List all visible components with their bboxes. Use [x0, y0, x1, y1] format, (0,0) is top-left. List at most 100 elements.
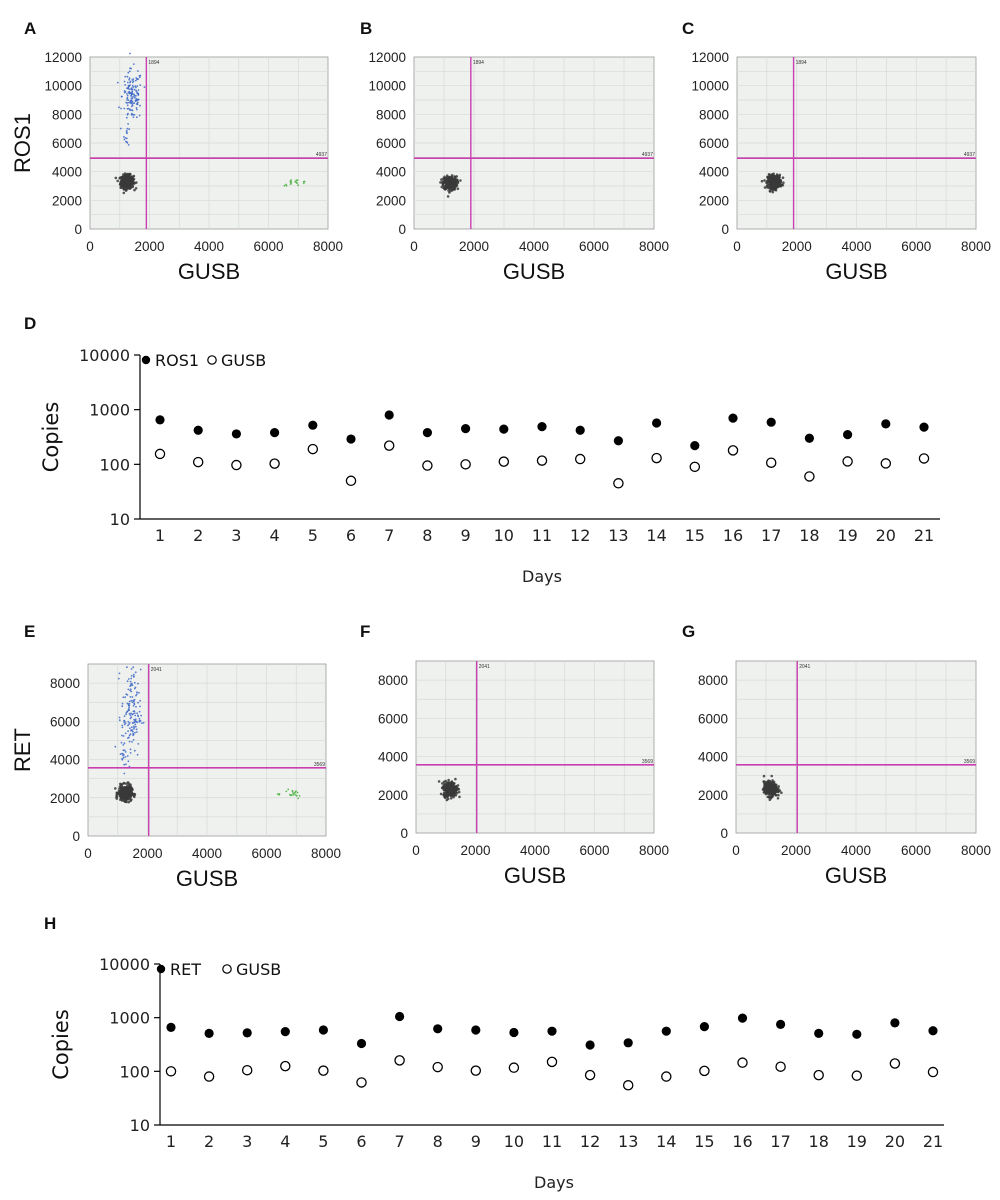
x-axis-label: GUSB	[503, 259, 565, 284]
droplet-target	[130, 668, 133, 670]
droplet-target	[137, 682, 139, 685]
droplet-negative	[778, 176, 781, 180]
droplet-negative	[458, 795, 461, 799]
droplet-target	[139, 84, 142, 86]
y-tick-label: 10000	[368, 79, 406, 94]
droplet-negative	[457, 787, 461, 791]
point-gusb	[851, 1070, 863, 1081]
droplet-negative	[453, 175, 456, 178]
y-tick-label: 2000	[52, 193, 82, 208]
droplet-target	[123, 138, 126, 141]
droplet-target	[127, 107, 130, 110]
droplet-negative	[775, 177, 778, 180]
droplet-negative	[451, 786, 455, 789]
droplet-target	[136, 103, 139, 106]
droplet-negative	[439, 181, 442, 184]
droplet-target	[130, 716, 133, 719]
point-ret	[814, 1028, 824, 1038]
droplet-target	[126, 104, 129, 107]
droplet-target	[133, 728, 135, 730]
point-ros1	[766, 417, 776, 427]
y-tick-label: 10000	[79, 346, 130, 365]
droplet-negative	[116, 791, 119, 795]
droplet-target	[137, 89, 140, 91]
y-tick-label: 0	[721, 222, 729, 237]
droplet-negative	[121, 186, 124, 189]
droplet-gusb	[283, 184, 286, 187]
droplet-negative	[118, 785, 122, 788]
point-gusb	[422, 460, 433, 471]
ddpcr-plot-f-ret: 2041 3569 0 2000 4000 6000 8000 0 2000 4000 6000 80…	[378, 660, 669, 888]
y-tick-label: 1000	[109, 1009, 150, 1028]
x-axis-label: GUSB	[825, 259, 887, 284]
droplet-negative	[771, 779, 774, 782]
droplet-target	[127, 112, 129, 115]
point-gusb	[918, 453, 930, 464]
droplet-target	[132, 78, 135, 80]
point-ret	[585, 1040, 595, 1050]
droplet-negative	[764, 791, 768, 795]
y-tick-label: 6000	[698, 711, 728, 726]
droplet-target	[133, 718, 136, 721]
droplet-negative	[442, 791, 446, 795]
droplet-target	[126, 666, 128, 669]
droplet-negative	[771, 180, 775, 184]
droplet-negative	[764, 788, 768, 792]
droplet-negative	[771, 794, 775, 797]
droplet-negative	[779, 185, 783, 188]
y-tick-label: 12000	[691, 50, 729, 65]
droplet-target	[139, 705, 141, 708]
point-ret	[661, 1026, 671, 1036]
y-tick-label: 10	[130, 1116, 150, 1135]
droplet-target	[130, 97, 133, 99]
droplet-negative	[445, 798, 449, 802]
point-ros1	[499, 424, 509, 434]
point-ros1	[575, 425, 585, 435]
droplet-negative	[437, 780, 441, 783]
droplet-negative	[453, 177, 457, 180]
droplet-target	[135, 90, 138, 93]
point-gusb	[842, 456, 853, 467]
y-tick-label: 12000	[44, 50, 82, 65]
droplet-target	[128, 77, 131, 80]
ddpcr-plot-e-ret: 2041 3569 0 2000 4000 6000 8000 0 2000 4000 6000 80…	[10, 663, 341, 891]
droplet-target	[126, 102, 129, 104]
x-tick-label: 6	[356, 1132, 366, 1151]
droplet-negative	[456, 178, 459, 182]
droplet-negative	[768, 177, 772, 181]
point-ret	[509, 1027, 519, 1038]
point-ros1	[384, 410, 394, 420]
y-tick-label: 10000	[691, 79, 729, 94]
droplet-target	[122, 735, 125, 737]
droplet-negative	[450, 794, 453, 798]
droplet-target	[124, 732, 127, 735]
y-tick-label: 10000	[44, 79, 82, 94]
droplet-negative	[124, 189, 128, 192]
droplet-target	[132, 116, 135, 118]
droplet-target	[121, 702, 124, 705]
y-axis-label: Copies	[49, 1009, 73, 1080]
legend-label-gusb: GUSB	[221, 351, 266, 370]
point-gusb	[651, 452, 662, 464]
droplet-target	[121, 734, 123, 737]
droplet-target	[123, 107, 126, 110]
droplet-negative	[124, 797, 127, 800]
droplet-target	[127, 688, 130, 691]
y-axis-label: ROS1	[10, 113, 35, 173]
x-tick-label: 19	[847, 1132, 867, 1151]
droplet-target	[138, 710, 141, 713]
droplet-target	[135, 86, 137, 89]
point-ret	[776, 1019, 786, 1029]
droplet-target	[139, 668, 142, 671]
droplet-target	[126, 702, 129, 705]
point-gusb	[727, 445, 739, 456]
droplet-target	[120, 741, 123, 744]
droplet-gusb	[296, 179, 299, 182]
droplet-negative	[456, 187, 460, 190]
droplet-negative	[120, 176, 123, 179]
legend-marker-filled	[141, 355, 151, 365]
droplet-target	[121, 758, 124, 761]
point-gusb	[813, 1069, 824, 1081]
droplet-target	[130, 683, 133, 686]
droplet-target	[128, 92, 131, 95]
